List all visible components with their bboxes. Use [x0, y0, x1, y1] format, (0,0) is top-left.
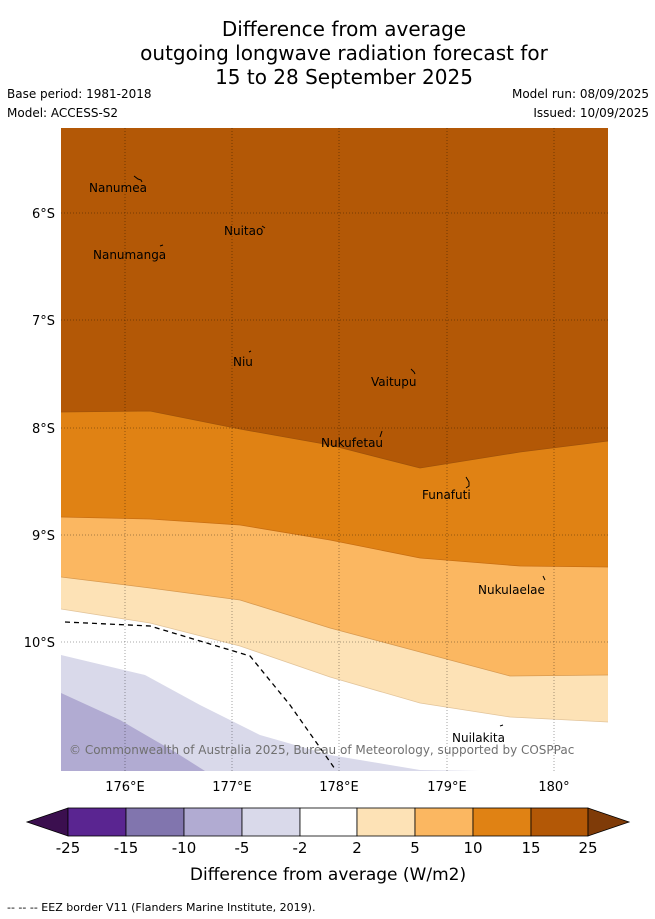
lon-label-179e: 179°E: [427, 780, 467, 795]
colorbar-tick-10: 10: [463, 839, 482, 857]
colorbar-tick-15: 15: [521, 839, 540, 857]
place-label-nanumea: Nanumea: [89, 181, 147, 195]
colorbar-bin-neg2-2: [299, 807, 358, 837]
title-line-3: 15 to 28 September 2025: [215, 65, 473, 89]
colorbar-bin-neg25-neg15: [67, 807, 127, 837]
colorbar-arrow-low: [25, 807, 69, 837]
colorbar-tick-25: 25: [578, 839, 597, 857]
place-label-nanumanga: Nanumanga: [93, 248, 166, 262]
contour-line-5: [61, 576, 608, 677]
colorbar-tick-2: 2: [352, 839, 362, 857]
colorbar-bin-2-5: [356, 807, 416, 837]
copyright-notice: © Commonwealth of Australia 2025, Bureau…: [69, 743, 574, 757]
colorbar-tick-neg10: -10: [172, 839, 197, 857]
island-nanumea: [133, 175, 143, 183]
place-label-nukulaelae: Nukulaelae: [478, 583, 545, 597]
lon-label-176e: 176°E: [105, 780, 145, 795]
base-period: Base period: 1981-2018: [7, 87, 152, 101]
island-niu: [248, 350, 252, 353]
lon-label-180: 180°: [538, 780, 569, 795]
lon-label-178e: 178°E: [319, 780, 359, 795]
colorbar-arrow-high: [587, 807, 631, 837]
lon-label-177e: 177°E: [212, 780, 252, 795]
island-vaitupu: [410, 368, 416, 375]
issued-date: Issued: 10/09/2025: [533, 106, 649, 120]
model-run: Model run: 08/09/2025: [511, 87, 649, 101]
colorbar-tick-neg2: -2: [293, 839, 308, 857]
lat-label-9s: 9°S: [32, 529, 55, 544]
contour-line-10: [61, 516, 608, 568]
place-label-niu: Niu: [233, 355, 253, 369]
colorbar-tick-neg15: -15: [114, 839, 139, 857]
lat-label-10s: 10°S: [24, 636, 55, 651]
place-label-nuitao: Nuitao: [224, 224, 263, 238]
contour-line-15: [61, 410, 608, 469]
island-funafuti: [465, 476, 470, 489]
lat-label-7s: 7°S: [32, 314, 55, 329]
band-neg-2-5: [61, 655, 480, 771]
colorbar-bin-neg15-neg10: [125, 807, 185, 837]
island-nukulaelae: [542, 575, 546, 581]
place-label-nukufetau: Nukufetau: [321, 436, 383, 450]
island-nuitao: [261, 225, 266, 229]
band-neg-5-10: [61, 693, 205, 771]
island-nuilakita: [499, 724, 504, 727]
colorbar-bin-neg10-neg5: [183, 807, 243, 837]
place-label-nuilakita: Nuilakita: [452, 731, 505, 745]
place-label-funafuti: Funafuti: [422, 488, 471, 502]
island-nukufetau: [379, 430, 383, 438]
contour-line-2: [61, 608, 608, 723]
title-line-2: outgoing longwave radiation forecast for: [140, 41, 548, 65]
title-line-1: Difference from average: [221, 17, 467, 41]
colorbar-bin-5-10: [414, 807, 474, 837]
map-plot-area: Nanumea Nuitao Nanumanga Niu Vaitupu Nuk…: [61, 128, 608, 771]
place-label-vaitupu: Vaitupu: [371, 375, 417, 389]
colorbar-tick-neg25: -25: [56, 839, 81, 857]
lat-label-6s: 6°S: [32, 207, 55, 222]
eez-legend: -- -- -- EEZ border V11 (Flanders Marine…: [7, 901, 315, 914]
island-nanumanga: [159, 244, 164, 247]
colorbar-label: Difference from average (W/m2): [190, 865, 466, 885]
islands: [133, 175, 546, 727]
eez-border: [64, 621, 336, 770]
model-name: Model: ACCESS-S2: [7, 106, 119, 120]
colorbar-tick-neg5: -5: [235, 839, 250, 857]
colorbar: -25 -15 -10 -5 -2 2 5 10 15 25 Differenc…: [25, 807, 631, 885]
colorbar-bin-10-15: [472, 807, 532, 837]
colorbar-bin-neg5-neg2: [241, 807, 301, 837]
graticule: [61, 128, 608, 771]
colorbar-tick-5: 5: [410, 839, 420, 857]
colorbar-bin-15-25: [530, 807, 589, 837]
lat-label-8s: 8°S: [32, 422, 55, 437]
